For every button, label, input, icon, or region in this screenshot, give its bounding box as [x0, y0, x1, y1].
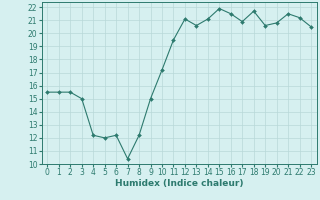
X-axis label: Humidex (Indice chaleur): Humidex (Indice chaleur)	[115, 179, 244, 188]
